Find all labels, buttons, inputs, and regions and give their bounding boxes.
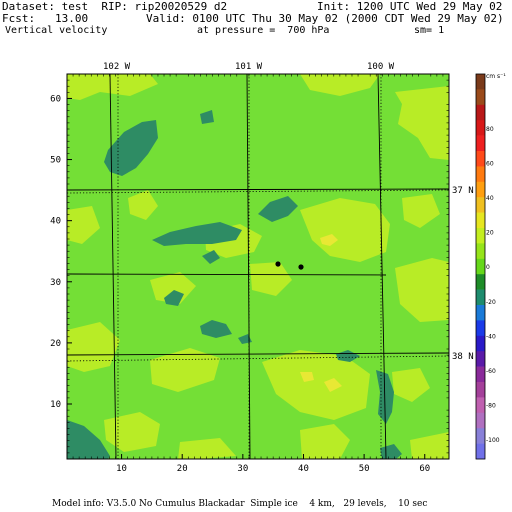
y-tick-label-20: 20 bbox=[50, 339, 61, 349]
colorbar-swatch-20 bbox=[476, 382, 485, 398]
colorbar-swatch-23 bbox=[476, 428, 485, 444]
colorbar-unit: cm s⁻¹ bbox=[486, 73, 506, 80]
colorbar-label-6: -40 bbox=[486, 333, 496, 340]
init-time-text: Init: 1200 UTC Wed 29 May 02 bbox=[317, 0, 503, 13]
x-tick-label-60: 60 bbox=[419, 464, 430, 474]
colorbar-swatch-11 bbox=[476, 243, 485, 260]
x-tick-label-20: 20 bbox=[177, 464, 188, 474]
colorbar-swatch-0 bbox=[476, 74, 485, 90]
lat-label-37: 37 N bbox=[452, 186, 474, 196]
forecast-hour-text: Fcst: 13.00 bbox=[2, 12, 89, 25]
y-axis: 10 20 30 40 50 60 bbox=[50, 73, 449, 460]
x-tick-label-30: 30 bbox=[237, 464, 248, 474]
colorbar-label-3: 20 bbox=[486, 230, 494, 237]
colorbar-swatch-3 bbox=[476, 120, 485, 136]
pressure-level-text: at pressure = 700 hPa bbox=[197, 25, 330, 36]
colorbar-swatch-1 bbox=[476, 89, 485, 106]
colorbar-swatch-6 bbox=[476, 166, 485, 183]
positive-maxima bbox=[300, 234, 342, 392]
colorbar-swatch-8 bbox=[476, 197, 485, 213]
colorbar-swatch-7 bbox=[476, 181, 485, 198]
political-boundaries bbox=[67, 74, 449, 459]
contour-field bbox=[67, 74, 449, 459]
negative-regions bbox=[67, 110, 402, 459]
colorbar-swatch-10 bbox=[476, 228, 485, 244]
colorbar-label-9: -100 bbox=[486, 437, 500, 444]
colorbar-swatch-12 bbox=[476, 258, 485, 275]
lon-label-101: 101 W bbox=[235, 62, 263, 72]
colorbar-label-7: -60 bbox=[486, 368, 496, 375]
y-tick-label-40: 40 bbox=[50, 217, 61, 227]
colorbar-label-5: -20 bbox=[486, 299, 496, 306]
colorbar-swatch-4 bbox=[476, 135, 485, 152]
y-tick-label-10: 10 bbox=[50, 400, 61, 410]
station-markers bbox=[275, 261, 304, 270]
station-1 bbox=[275, 261, 281, 267]
colorbar-swatch-9 bbox=[476, 212, 485, 229]
y-tick-label-50: 50 bbox=[50, 156, 61, 166]
field-name-text: Vertical velocity bbox=[5, 25, 108, 36]
x-tick-label-50: 50 bbox=[359, 464, 370, 474]
x-tick-label-10: 10 bbox=[116, 464, 127, 474]
colorbar-swatch-17 bbox=[476, 335, 485, 352]
colorbar-swatch-24 bbox=[476, 443, 485, 460]
lat-lon-grid bbox=[67, 74, 449, 459]
valid-time-text: Valid: 0100 UTC Thu 30 May 02 (2000 CDT … bbox=[146, 12, 504, 25]
plot-frame bbox=[66, 73, 450, 460]
colorbar-label-4: 0 bbox=[486, 264, 490, 271]
y-tick-label-30: 30 bbox=[50, 278, 61, 288]
colorbar-label-1: 60 bbox=[486, 161, 494, 168]
colorbar-swatch-21 bbox=[476, 397, 485, 414]
colorbar-label-8: -80 bbox=[486, 402, 496, 409]
colorbar-label-0: 80 bbox=[486, 126, 494, 133]
smoothing-text: sm= 1 bbox=[414, 25, 445, 36]
x-tick-label-40: 40 bbox=[298, 464, 309, 474]
station-2 bbox=[298, 264, 304, 270]
colorbar bbox=[475, 73, 486, 460]
lon-label-100: 100 W bbox=[367, 62, 395, 72]
colorbar-swatch-19 bbox=[476, 366, 485, 383]
colorbar-swatch-5 bbox=[476, 151, 485, 167]
dataset-text: Dataset: test RIP: rip20020529 d2 bbox=[2, 0, 228, 13]
lon-label-102: 102 W bbox=[103, 62, 131, 72]
colorbar-swatch-14 bbox=[476, 289, 485, 306]
colorbar-swatch-15 bbox=[476, 305, 485, 321]
colorbar-swatch-22 bbox=[476, 412, 485, 429]
colorbar-frame bbox=[475, 73, 486, 460]
colorbar-swatch-18 bbox=[476, 351, 485, 367]
colorbar-labels: 80 60 40 20 0 -20 -40 -60 -80 -100 bbox=[486, 126, 500, 444]
model-info-text: Model info: V3.5.0 No Cumulus Blackadar … bbox=[52, 499, 428, 509]
lat-label-38: 38 N bbox=[452, 352, 474, 362]
colorbar-swatch-16 bbox=[476, 320, 485, 337]
y-tick-label-60: 60 bbox=[50, 94, 61, 104]
colorbar-label-2: 40 bbox=[486, 195, 494, 202]
colorbar-swatch-13 bbox=[476, 274, 485, 290]
colorbar-swatch-2 bbox=[476, 104, 485, 121]
x-axis: 10 20 30 40 50 60 bbox=[66, 74, 450, 474]
